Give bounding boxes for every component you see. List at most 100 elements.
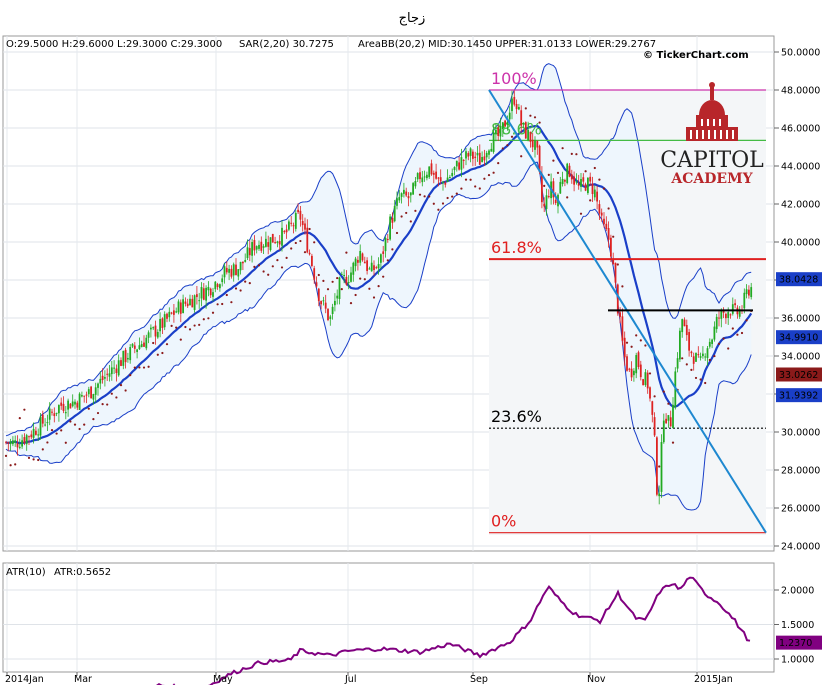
sar-dot [533, 116, 537, 119]
candle-body [350, 272, 352, 282]
sar-dot [552, 159, 555, 162]
candle-body [430, 163, 433, 175]
candle-body [538, 145, 541, 173]
candle-body [722, 310, 725, 313]
candle-body [106, 373, 109, 375]
fib-label: 100% [491, 69, 537, 88]
sar-dot [658, 465, 661, 468]
sar-dot [202, 318, 205, 321]
sar-dot [414, 209, 417, 212]
sar-dot [50, 428, 54, 432]
candle-body [462, 159, 465, 161]
candle-body [743, 292, 746, 309]
fib-label: 61.8% [491, 238, 542, 257]
sar-dot [584, 170, 587, 173]
candle-body [501, 122, 504, 130]
candle-body [237, 269, 240, 277]
candle-body [366, 260, 368, 272]
candle-body [497, 127, 500, 136]
sar-dot [230, 301, 233, 304]
candle-body [384, 237, 387, 252]
candle-body [269, 237, 272, 251]
sar-dot [101, 403, 104, 406]
trendlines [488, 89, 767, 534]
candle-body [35, 430, 37, 435]
candle-body [545, 195, 548, 210]
candle-body [419, 172, 421, 180]
candle-body [527, 129, 529, 141]
candle-body [603, 218, 605, 225]
candle-body [193, 295, 196, 311]
candle-body [81, 395, 83, 397]
sar-dot [478, 187, 481, 190]
indicator-header: O:29.5000 H:29.6000 L:29.3000 C:29.3000 … [6, 39, 656, 50]
candle-body [748, 289, 750, 296]
sar-dot [547, 173, 550, 176]
candle-body [481, 156, 483, 162]
sar-dot [372, 296, 376, 299]
candle-body [520, 110, 523, 126]
x-tick-label: May [213, 674, 233, 685]
time-axis: 2014Jan Mar May Jul Sep Nov 2015Jan [5, 672, 733, 685]
sar-dot [451, 195, 454, 198]
candle-body [161, 318, 164, 328]
sar-dot [694, 376, 698, 380]
candle-body [750, 287, 753, 298]
sar-dot [165, 343, 169, 346]
sar-dot [317, 273, 320, 277]
candle-body [610, 237, 612, 257]
sar-dot [262, 270, 265, 273]
candle-body [99, 378, 102, 384]
candle-body [267, 242, 270, 247]
atr-panel[interactable] [2, 562, 775, 673]
candle-body [368, 268, 371, 270]
sar-dot [598, 178, 601, 181]
candle-body [304, 223, 306, 230]
candle-body [658, 493, 661, 497]
candle-body [207, 286, 210, 291]
sar-dot [253, 265, 256, 269]
candle-body [628, 368, 631, 370]
candle-body [522, 122, 525, 124]
candle-body [416, 173, 419, 180]
candle-body [51, 411, 53, 413]
sar-dot [359, 277, 362, 280]
candle-body [83, 395, 86, 397]
candle-body [166, 313, 168, 319]
candle-body [359, 250, 362, 263]
candle-body [170, 312, 173, 314]
sar-dot [308, 227, 311, 231]
candle-body [704, 356, 707, 358]
sar-dot [630, 345, 633, 348]
sar-dot [170, 324, 173, 327]
sar-dot [211, 311, 215, 314]
candle-body [699, 356, 702, 358]
candle-body [60, 402, 63, 406]
candle-body [720, 309, 723, 319]
candle-body [338, 277, 341, 299]
sar-dot [4, 454, 8, 458]
sar-dot [635, 334, 638, 337]
candle-body [665, 418, 667, 424]
atr-tag-text: 1.2370 [779, 638, 812, 649]
y-tick-label: 24.0000 [781, 542, 820, 553]
sar-dot [257, 264, 261, 267]
atr-polyline [155, 576, 751, 685]
sar-dot [667, 402, 670, 405]
candle-body [216, 284, 219, 288]
candle-body [518, 107, 520, 110]
sar-dot [455, 192, 458, 195]
candle-body [67, 400, 69, 410]
sar-dot [73, 423, 77, 426]
sar-dot [685, 363, 688, 366]
candle-body [644, 372, 647, 386]
sar-dot [428, 195, 431, 198]
sar-dot [322, 279, 325, 282]
candle-body [90, 386, 92, 399]
sar-dot [303, 251, 307, 254]
candle-body [702, 353, 704, 357]
sar-dot [331, 280, 334, 283]
candle-body [239, 261, 242, 271]
sar-dot [704, 381, 707, 385]
